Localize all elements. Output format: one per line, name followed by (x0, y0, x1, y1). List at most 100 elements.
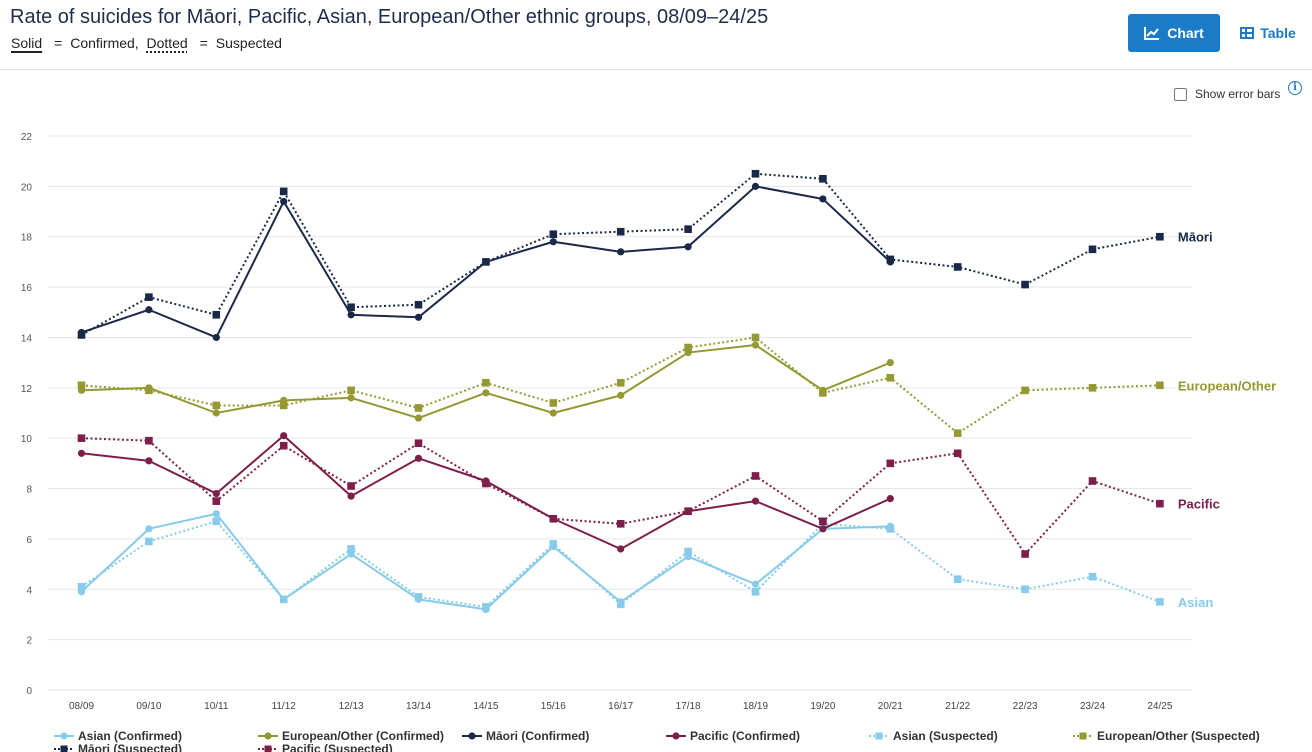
data-point-pacific-suspected (347, 482, 355, 490)
data-point-european-other-confirmed (549, 409, 557, 417)
error-bars-toggle[interactable]: Show error bars (1174, 87, 1280, 101)
page-title: Rate of suicides for Māori, Pacific, Asi… (10, 6, 769, 28)
data-point-asian-suspected (684, 547, 692, 556)
y-tick-label: 8 (26, 485, 32, 496)
x-tick-label: 08/09 (69, 701, 94, 712)
data-point-m-ori-confirmed (751, 182, 760, 190)
data-point-pacific-suspected (1156, 499, 1164, 508)
data-point-european-other-suspected (549, 399, 558, 407)
data-point-m-ori-suspected (1021, 280, 1029, 289)
data-point-european-other-confirmed (347, 394, 355, 402)
legend-swatch-marker (468, 732, 476, 740)
data-point-pacific-suspected (1088, 477, 1097, 485)
legend-swatch-marker (672, 732, 680, 740)
data-point-m-ori-confirmed (684, 243, 692, 251)
x-tick-label: 24/25 (1147, 701, 1172, 712)
chart-view-button[interactable]: Chart (1128, 14, 1220, 52)
legend-item-label: Pacific (Confirmed) (690, 729, 800, 743)
y-tick-label: 14 (21, 333, 33, 344)
legend-swatch-marker (1079, 732, 1087, 740)
data-point-asian-confirmed (751, 580, 760, 588)
data-point-pacific-suspected (212, 497, 221, 505)
data-point-european-other-suspected (414, 404, 423, 412)
data-point-pacific-confirmed (482, 477, 490, 485)
y-tick-label: 20 (21, 182, 33, 193)
data-point-m-ori-suspected (145, 293, 153, 301)
legend-swatch-marker (264, 732, 272, 740)
series-end-label: Pacific (1178, 497, 1220, 512)
data-point-european-other-suspected (1088, 384, 1097, 392)
legend-item-label: European/Other (Suspected) (1097, 729, 1260, 743)
info-icon[interactable]: i (1288, 81, 1302, 95)
data-point-pacific-suspected (886, 459, 895, 468)
data-point-european-other-confirmed (212, 409, 220, 417)
series-line-pacific-suspected (81, 437, 1161, 556)
data-point-european-other-confirmed (819, 386, 827, 394)
data-point-m-ori-confirmed (617, 248, 625, 256)
data-point-pacific-confirmed (212, 489, 220, 498)
series-end-label: European/Other (1178, 378, 1276, 393)
data-point-european-other-suspected (279, 401, 288, 410)
data-point-asian-confirmed (280, 595, 288, 603)
table-view-label: Table (1260, 25, 1296, 41)
y-tick-label: 22 (21, 132, 33, 143)
data-point-pacific-suspected (1021, 550, 1029, 558)
line-chart-icon (1144, 27, 1160, 40)
error-bars-label: Show error bars (1195, 87, 1281, 101)
data-point-m-ori-confirmed (886, 258, 894, 266)
x-tick-label: 13/14 (406, 701, 431, 712)
y-tick-label: 6 (26, 535, 32, 546)
x-tick-label: 16/17 (608, 701, 633, 712)
data-point-european-other-suspected (684, 343, 692, 352)
x-tick-label: 18/19 (743, 701, 768, 712)
data-point-pacific-suspected (77, 434, 86, 442)
x-tick-label: 23/24 (1080, 701, 1105, 712)
legend-item-label: Asian (Confirmed) (78, 729, 182, 743)
data-point-european-other-suspected (953, 429, 962, 437)
data-point-asian-suspected (77, 582, 86, 591)
data-point-m-ori-suspected (414, 300, 423, 309)
x-tick-label: 15/16 (541, 701, 566, 712)
data-point-asian-confirmed (347, 550, 355, 558)
data-point-m-ori-suspected (279, 187, 288, 196)
data-point-m-ori-suspected (1156, 232, 1164, 241)
legend-item-label: Asian (Suspected) (893, 729, 998, 743)
data-point-m-ori-suspected (1088, 245, 1097, 254)
data-point-asian-confirmed (549, 542, 557, 551)
data-point-m-ori-confirmed (549, 238, 557, 246)
data-point-pacific-suspected (751, 472, 760, 480)
data-point-european-other-suspected (1021, 386, 1029, 395)
x-tick-label: 09/10 (136, 701, 161, 712)
data-point-asian-confirmed (617, 598, 625, 606)
data-point-european-other-confirmed (684, 348, 692, 357)
data-point-european-other-confirmed (617, 391, 625, 399)
data-point-european-other-confirmed (77, 386, 86, 394)
data-point-m-ori-suspected (549, 230, 558, 239)
data-point-asian-confirmed (212, 510, 220, 518)
data-point-m-ori-suspected (819, 175, 827, 183)
series-line-pacific-confirmed (81, 434, 891, 550)
legend-swatch-marker (875, 732, 883, 740)
series-end-label: Asian (1178, 595, 1213, 610)
error-bars-checkbox[interactable] (1174, 87, 1187, 101)
legend-swatch-marker (60, 732, 68, 740)
data-point-european-other-suspected (886, 373, 895, 382)
x-tick-label: 22/23 (1013, 701, 1038, 712)
data-point-european-other-suspected (212, 401, 221, 410)
equals-sign: = (54, 35, 63, 51)
data-point-m-ori-suspected (953, 263, 962, 271)
data-point-pacific-confirmed (617, 545, 625, 553)
data-point-m-ori-confirmed (347, 311, 355, 319)
y-tick-label: 12 (21, 384, 33, 395)
legend-item-label: Pacific (Suspected) (282, 742, 393, 752)
data-point-pacific-confirmed (886, 495, 894, 503)
series-line-asian-suspected (80, 520, 1161, 608)
data-point-asian-confirmed (414, 595, 423, 603)
data-point-m-ori-suspected (751, 169, 760, 178)
data-point-m-ori-confirmed (280, 197, 288, 206)
data-point-european-other-confirmed (751, 341, 760, 349)
x-tick-label: 12/13 (339, 701, 364, 712)
data-point-asian-suspected (1088, 572, 1097, 581)
table-view-button[interactable]: Table (1232, 14, 1304, 52)
